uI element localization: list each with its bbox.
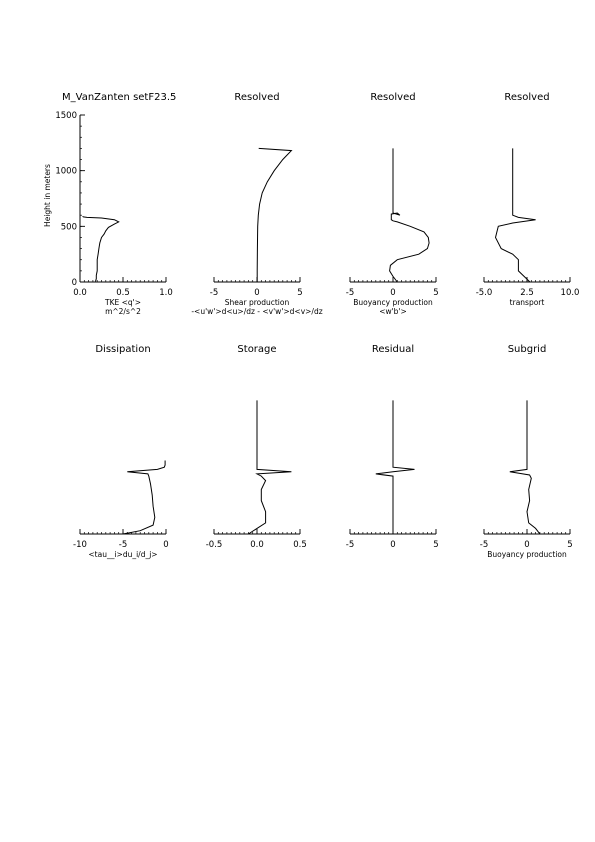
x-axis-label: Buoyancy production (487, 550, 567, 559)
x-tick-label: 10.0 (561, 288, 580, 298)
x-tick-label: 2.5 (520, 288, 534, 298)
x-tick-label: 5 (297, 288, 302, 298)
series-line (375, 400, 415, 534)
series-line (82, 215, 120, 282)
y-tick-label: 500 (61, 222, 77, 232)
panel-title: Resolved (504, 92, 549, 103)
x-tick-label: 0.5 (293, 540, 307, 550)
x-tick-label: 0 (390, 540, 395, 550)
y-tick-label: 0 (72, 278, 77, 288)
series-line (494, 148, 536, 283)
x-tick-label: -5.0 (476, 288, 493, 298)
x-tick-label: 5 (567, 540, 572, 550)
panel-title: Subgrid (508, 344, 547, 355)
series-line (248, 400, 292, 535)
panel-title: Storage (237, 344, 276, 355)
x-tick-label: 0.0 (250, 540, 264, 550)
x-tick-label: 0.5 (116, 288, 130, 298)
x-tick-label: -10 (73, 540, 87, 550)
x-tick-label: -5 (346, 288, 354, 298)
panel-title: Residual (372, 344, 414, 355)
x-axis-label: transport (510, 298, 545, 307)
series-line (509, 400, 541, 535)
x-axis-label: Buoyancy production (353, 298, 433, 307)
series-line (389, 148, 430, 283)
x-tick-label: 1.0 (159, 288, 173, 298)
x-axis-label: m^2/s^2 (105, 307, 141, 316)
y-axis-label: Height in meters (43, 164, 52, 227)
x-axis-label: -<u'w'>d<u>/dz - <v'w'>d<v>/dz (191, 307, 322, 316)
x-tick-label: 0 (524, 540, 529, 550)
x-axis-label: Shear production (225, 298, 290, 307)
x-tick-label: 0 (163, 540, 168, 550)
x-tick-label: -5 (210, 288, 218, 298)
panel-title: M_VanZanten setF23.5 (62, 92, 176, 103)
series-line (256, 147, 293, 283)
series-line (122, 460, 166, 535)
x-tick-label: -5 (119, 540, 127, 550)
x-tick-label: 5 (433, 540, 438, 550)
x-tick-label: -5 (346, 540, 354, 550)
x-tick-label: -5 (480, 540, 488, 550)
x-axis-label: <w'b'> (379, 307, 407, 316)
x-axis-label: TKE <q'> (104, 298, 141, 307)
y-tick-label: 1000 (55, 167, 77, 177)
x-tick-label: 0 (390, 288, 395, 298)
x-tick-label: -0.5 (206, 540, 223, 550)
x-tick-label: 5 (433, 288, 438, 298)
panel-title: Resolved (234, 92, 279, 103)
y-tick-label: 1500 (55, 111, 77, 121)
x-tick-label: 0.0 (73, 288, 87, 298)
panel-title: Resolved (370, 92, 415, 103)
x-axis-label: <tau__i>du_i/d_j> (88, 550, 157, 559)
panel-title: Dissipation (95, 344, 150, 355)
x-tick-label: 0 (254, 288, 259, 298)
